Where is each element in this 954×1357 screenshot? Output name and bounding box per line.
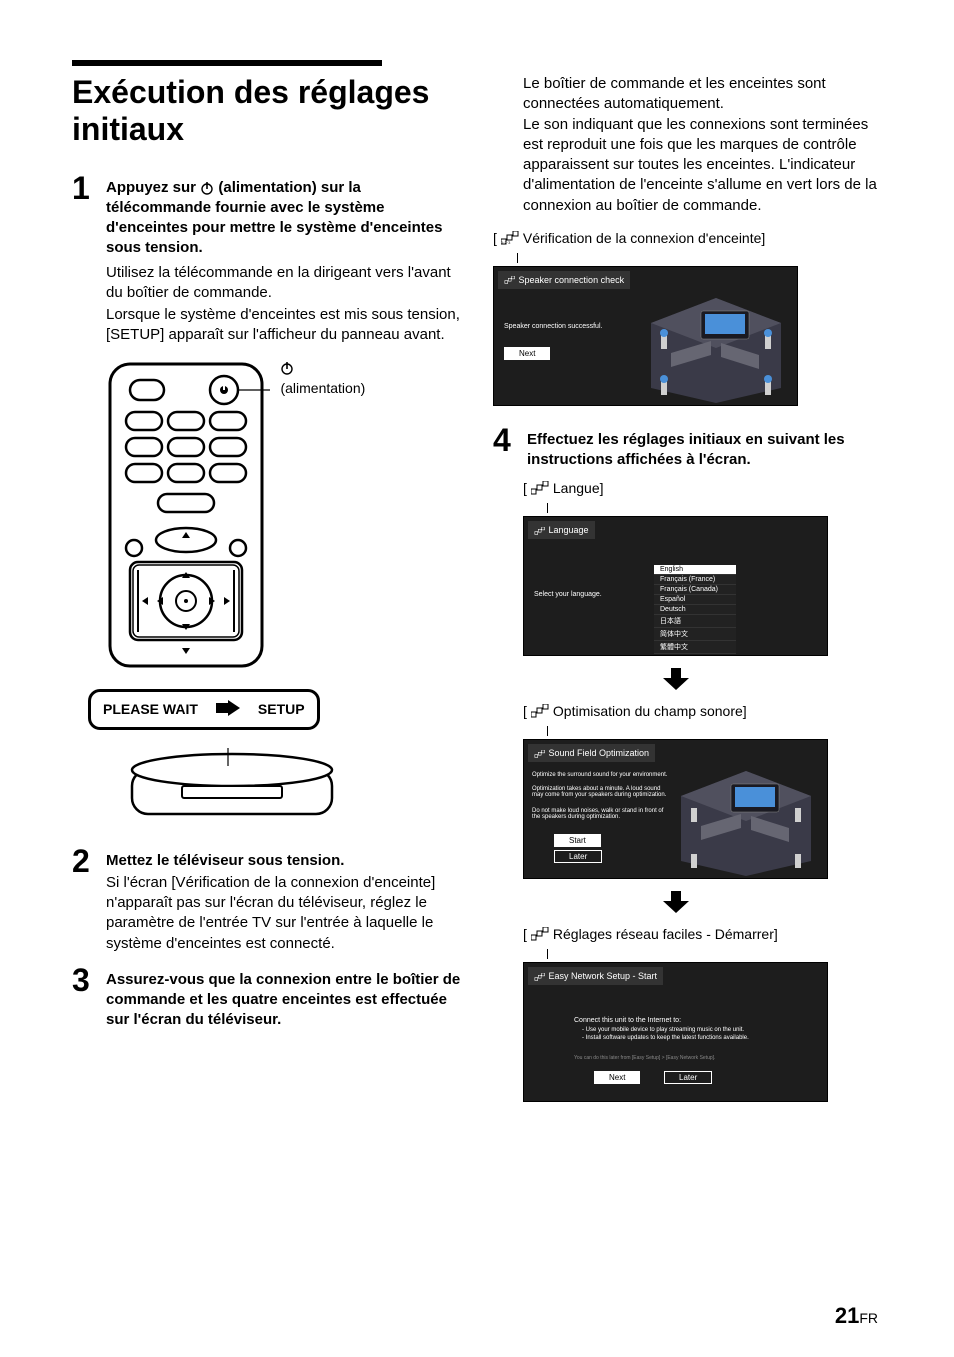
language-list[interactable]: English Français (France) Français (Cana… [654,565,736,654]
ss4-header: Easy Network Setup - Start [528,967,663,985]
lang-option[interactable]: English [654,565,736,575]
ss3-header: Sound Field Optimization [528,744,655,762]
svg-text:1·2·3: 1·2·3 [501,240,511,245]
step-number: 2 [72,845,94,954]
down-arrow-icon [523,668,828,695]
step1-para1: Utilisez la télécommande en la dirigeant… [106,263,461,304]
step1-bold-a: Appuyez sur [106,179,200,196]
step-3: 3 Assurez-vous que la connexion entre le… [72,964,461,1031]
lang-option[interactable]: 日本語 [654,615,736,628]
ss2-header-text: Language [549,525,589,535]
ss4-later-button[interactable]: Later [664,1071,712,1084]
page-title: Exécution des réglages initiaux [72,74,461,148]
steps-icon: 1·2·3 [501,231,519,245]
lang-option[interactable]: Deutsch [654,605,736,615]
ss3-l3: Do not make loud noises, walk or stand i… [532,808,672,820]
remote-svg [102,360,270,670]
power-icon [200,181,214,201]
page-number: 21FR [835,1303,878,1329]
screenshot-speaker-check: Speaker connection check Speaker connect… [493,266,798,406]
step1-para2: Lorsque le système d'enceintes est mis s… [106,305,461,346]
page-suffix: FR [859,1310,878,1326]
screen1-label-text: Vérification de la connexion d'enceinte] [523,230,765,246]
right-column: Le boîtier de commande et les enceintes … [493,60,882,1114]
lang-option[interactable]: Español [654,595,736,605]
steps-icon [531,704,549,718]
screenshot-network: Easy Network Setup - Start Connect this … [523,962,828,1102]
ss4-l2: - Use your mobile device to play streami… [582,1027,744,1033]
ss4-next-button[interactable]: Next [594,1071,640,1084]
ss2-header: Language [528,521,595,539]
ss4-l3: - Install software updates to keep the l… [582,1035,749,1041]
step-number: 4 [493,424,515,471]
ss1-status: Speaker connection successful. [504,323,602,330]
steps-icon [531,927,549,941]
screen4-label-text: Réglages réseau faciles - Démarrer] [553,926,778,942]
screen2-label: [ Langue] [523,480,882,496]
heading-rule [72,60,382,66]
page-num-value: 21 [835,1303,859,1328]
remote-illustration: (alimentation) [102,360,461,675]
ss1-header-text: Speaker connection check [519,275,625,285]
ss3-header-text: Sound Field Optimization [549,748,650,758]
lang-option[interactable]: Français (France) [654,575,736,585]
step-number: 1 [72,172,94,346]
lang-option[interactable]: 繁體中文 [654,641,736,654]
control-box-illustration [112,738,461,833]
screenshot-sound-field: Sound Field Optimization Optimize the su… [523,739,828,879]
step-body: Appuyez sur (alimentation) sur la téléco… [106,172,461,346]
screen3-label: [ Optimisation du champ sonore] [523,703,882,719]
left-column: Exécution des réglages initiaux 1 Appuye… [72,60,461,1114]
bracket: [ [523,480,527,496]
ss3-l1: Optimize the surround sound for your env… [532,772,672,778]
step-body: Assurez-vous que la connexion entre le b… [106,964,461,1031]
room-scene-icon [671,766,821,876]
steps-icon [531,481,549,495]
step-1: 1 Appuyez sur (alimentation) sur la télé… [72,172,461,346]
screenshot-language: Language Select your language. English F… [523,516,828,656]
step-body: Effectuez les réglages initiaux en suiva… [527,424,882,471]
tick-line [517,253,518,263]
down-arrow-icon [523,891,828,918]
screen1-label: [ 1·2·3 Vérification de la connexion d'e… [493,230,882,246]
ss2-prompt: Select your language. [534,591,602,598]
tick-line [547,949,548,959]
front-display-box: PLEASE WAIT SETUP [88,689,320,730]
ss4-l4: You can do this later from [Easy Setup] … [574,1055,715,1061]
step-body: Mettez le téléviseur sous tension. Si l'… [106,845,461,954]
bracket: [ [523,703,527,719]
remote-power-label: (alimentation) [280,360,365,398]
step4-bold: Effectuez les réglages initiaux en suiva… [527,431,845,468]
lang-option[interactable]: Français (Canada) [654,585,736,595]
display-please-wait: PLEASE WAIT [103,701,198,717]
ss4-header-text: Easy Network Setup - Start [549,971,658,981]
step-2: 2 Mettez le téléviseur sous tension. Si … [72,845,461,954]
display-setup: SETUP [258,701,305,717]
screen4-label: [ Réglages réseau faciles - Démarrer] [523,926,882,942]
room-scene-icon [641,293,791,403]
step-4: 4 Effectuez les réglages initiaux en sui… [493,424,882,471]
step-number: 3 [72,964,94,1031]
tick-line [547,503,548,513]
ss1-next-button[interactable]: Next [504,347,550,360]
step2-bold: Mettez le téléviseur sous tension. [106,852,344,869]
tick-line [547,726,548,736]
step3-bold: Assurez-vous que la connexion entre le b… [106,971,460,1029]
arrow-right-icon [216,700,240,719]
remote-label-text: (alimentation) [280,380,365,396]
ss4-l1: Connect this unit to the Internet to: [574,1017,681,1024]
ss3-later-button[interactable]: Later [554,850,602,863]
screen2-label-text: Langue] [553,480,604,496]
screen3-label-text: Optimisation du champ sonore] [553,703,747,719]
bracket: [ [523,926,527,942]
step2-para: Si l'écran [Vérification de la connexion… [106,873,461,954]
ss3-l2: Optimization takes about a minute. A lou… [532,786,672,798]
front-display-row: PLEASE WAIT SETUP [88,689,461,730]
lang-option[interactable]: 简体中文 [654,628,736,641]
ss1-header: Speaker connection check [498,271,630,289]
bracket: [ [493,230,497,246]
right-intro-para: Le boîtier de commande et les enceintes … [493,60,882,216]
